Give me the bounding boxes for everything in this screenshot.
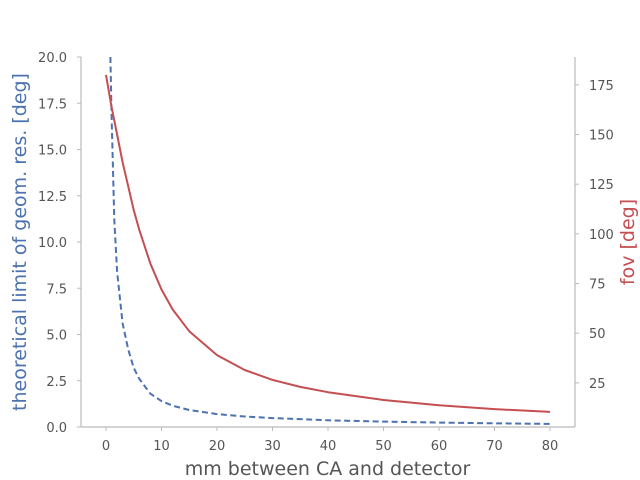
x-axis-ticks: 0 10 20 30 40 50 60 70 80	[102, 427, 558, 454]
right-y-tick-label: 100	[589, 228, 614, 243]
x-tick-label: 40	[320, 439, 337, 454]
right-y-tick-label: 25	[589, 377, 606, 392]
right-y-axis-title: fov [deg]	[617, 199, 639, 285]
x-tick-label: 80	[542, 439, 559, 454]
left-y-tick-label: 7.5	[46, 282, 67, 297]
x-tick-label: 60	[431, 439, 448, 454]
right-y-tick-label: 150	[589, 128, 614, 143]
x-tick-label: 20	[209, 439, 226, 454]
geom-res-limit-line	[109, 56, 551, 425]
left-y-tick-label: 5.0	[46, 329, 67, 344]
right-y-axis-ticks: 25 50 75 100 125 150 175	[575, 79, 614, 392]
x-axis-title: mm between CA and detector	[185, 458, 471, 480]
left-y-tick-label: 2.5	[46, 375, 67, 390]
series-lines	[105, 56, 551, 425]
left-y-axis-title: theoretical limit of geom. res. [deg]	[9, 73, 31, 411]
x-tick-label: 70	[486, 439, 503, 454]
x-tick-label: 50	[375, 439, 392, 454]
left-y-tick-label: 0.0	[46, 421, 67, 436]
right-y-tick-label: 50	[589, 327, 606, 342]
x-tick-label: 0	[102, 439, 110, 454]
left-y-tick-label: 17.5	[38, 97, 67, 112]
right-y-tick-label: 75	[589, 278, 606, 293]
x-tick-label: 30	[264, 439, 281, 454]
right-y-tick-label: 125	[589, 178, 614, 193]
x-tick-label: 10	[153, 439, 170, 454]
axes-frame	[80, 57, 576, 428]
left-y-tick-label: 20.0	[38, 51, 67, 66]
left-y-axis-ticks: 0.0 2.5 5.0 7.5 10.0 12.5 15.0 17.5 20.0	[38, 51, 81, 436]
left-y-tick-label: 12.5	[38, 190, 67, 205]
left-y-tick-label: 10.0	[38, 236, 67, 251]
left-y-tick-label: 15.0	[38, 144, 67, 159]
right-y-tick-label: 175	[589, 79, 614, 94]
fov-line	[105, 74, 551, 413]
